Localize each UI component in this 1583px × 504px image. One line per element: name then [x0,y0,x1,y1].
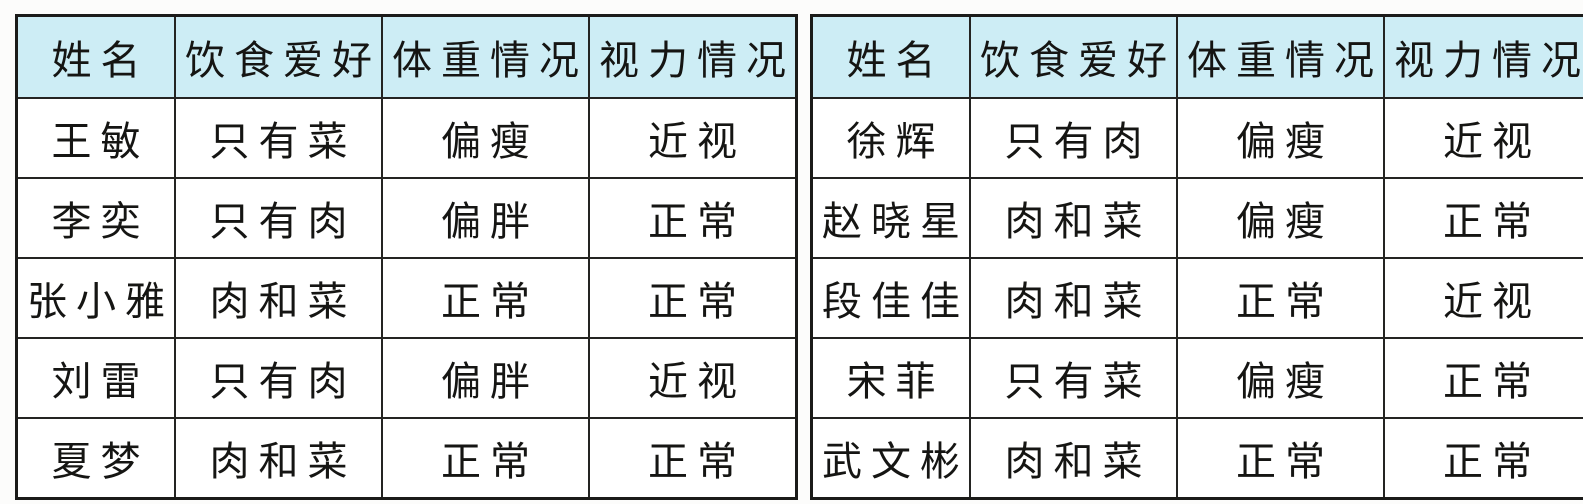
table-cell: 偏胖 [381,337,590,419]
table-cell: 肉和菜 [969,177,1178,259]
table-cell: 肉和菜 [969,417,1178,500]
table-row: 李奕 只有肉 偏胖 正常 [15,177,798,259]
table-cell: 正常 [1383,337,1583,419]
table-cell: 正常 [381,417,590,500]
table-cell: 刘雷 [15,337,176,419]
table-cell: 正常 [1383,417,1583,500]
table-row: 王敏 只有菜 偏瘦 近视 [15,97,798,179]
header-cell: 姓名 [15,14,176,99]
table-cell: 肉和菜 [174,257,383,339]
table-cell: 段佳佳 [810,257,971,339]
table-row: 张小雅 肉和菜 正常 正常 [15,257,798,339]
table-cell: 近视 [1383,97,1583,179]
table-cell: 李奕 [15,177,176,259]
table-cell: 近视 [588,337,798,419]
table-row: 段佳佳 肉和菜 正常 近视 [810,257,1583,339]
table-cell: 偏瘦 [381,97,590,179]
table-row: 宋菲 只有菜 偏瘦 正常 [810,337,1583,419]
table-cell: 正常 [1176,257,1385,339]
table-row: 武文彬 肉和菜 正常 正常 [810,417,1583,500]
header-row: 姓名 饮食爱好 体重情况 视力情况 [15,14,798,99]
table-cell: 只有菜 [969,337,1178,419]
header-cell: 体重情况 [381,14,590,99]
table-cell: 武文彬 [810,417,971,500]
students-table-right: 姓名 饮食爱好 体重情况 视力情况 徐辉 只有肉 偏瘦 近视 赵晓星 肉和菜 偏瘦 正常 段佳佳 肉和菜正… [810,14,1583,500]
table-cell: 偏胖 [381,177,590,259]
table-cell: 偏瘦 [1176,177,1385,259]
header-cell: 视力情况 [1383,14,1583,99]
table-cell: 偏瘦 [1176,97,1385,179]
table-cell: 只有肉 [174,337,383,419]
table-cell: 只有肉 [969,97,1178,179]
table-cell: 肉和菜 [174,417,383,500]
table-cell: 近视 [1383,257,1583,339]
table-cell: 正常 [588,417,798,500]
table-cell: 正常 [1176,417,1385,500]
table-cell: 徐辉 [810,97,971,179]
table-cell: 近视 [588,97,798,179]
table-row: 刘雷 只有肉 偏胖 近视 [15,337,798,419]
table-cell: 正常 [381,257,590,339]
table-cell: 赵晓星 [810,177,971,259]
header-cell: 体重情况 [1176,14,1385,99]
table-cell: 正常 [588,257,798,339]
table-row: 夏梦 肉和菜 正常 正常 [15,417,798,500]
table-cell: 夏梦 [15,417,176,500]
table-cell: 只有肉 [174,177,383,259]
students-table-left: 姓名 饮食爱好 体重情况 视力情况 王敏 只有菜 偏瘦 近视 李奕 只有肉 偏胖 正常 张小雅 肉和菜 正常… [15,14,798,500]
table-cell: 张小雅 [15,257,176,339]
header-cell: 视力情况 [588,14,798,99]
table-cell: 宋菲 [810,337,971,419]
header-cell: 姓名 [810,14,971,99]
table-cell: 偏瘦 [1176,337,1385,419]
table-cell: 肉和菜 [969,257,1178,339]
header-cell: 饮食爱好 [174,14,383,99]
table-cell: 只有菜 [174,97,383,179]
header-row: 姓名 饮食爱好 体重情况 视力情况 [810,14,1583,99]
table-row: 徐辉 只有肉 偏瘦 近视 [810,97,1583,179]
table-cell: 王敏 [15,97,176,179]
table-row: 赵晓星 肉和菜 偏瘦 正常 [810,177,1583,259]
table-cell: 正常 [1383,177,1583,259]
table-cell: 正常 [588,177,798,259]
header-cell: 饮食爱好 [969,14,1178,99]
